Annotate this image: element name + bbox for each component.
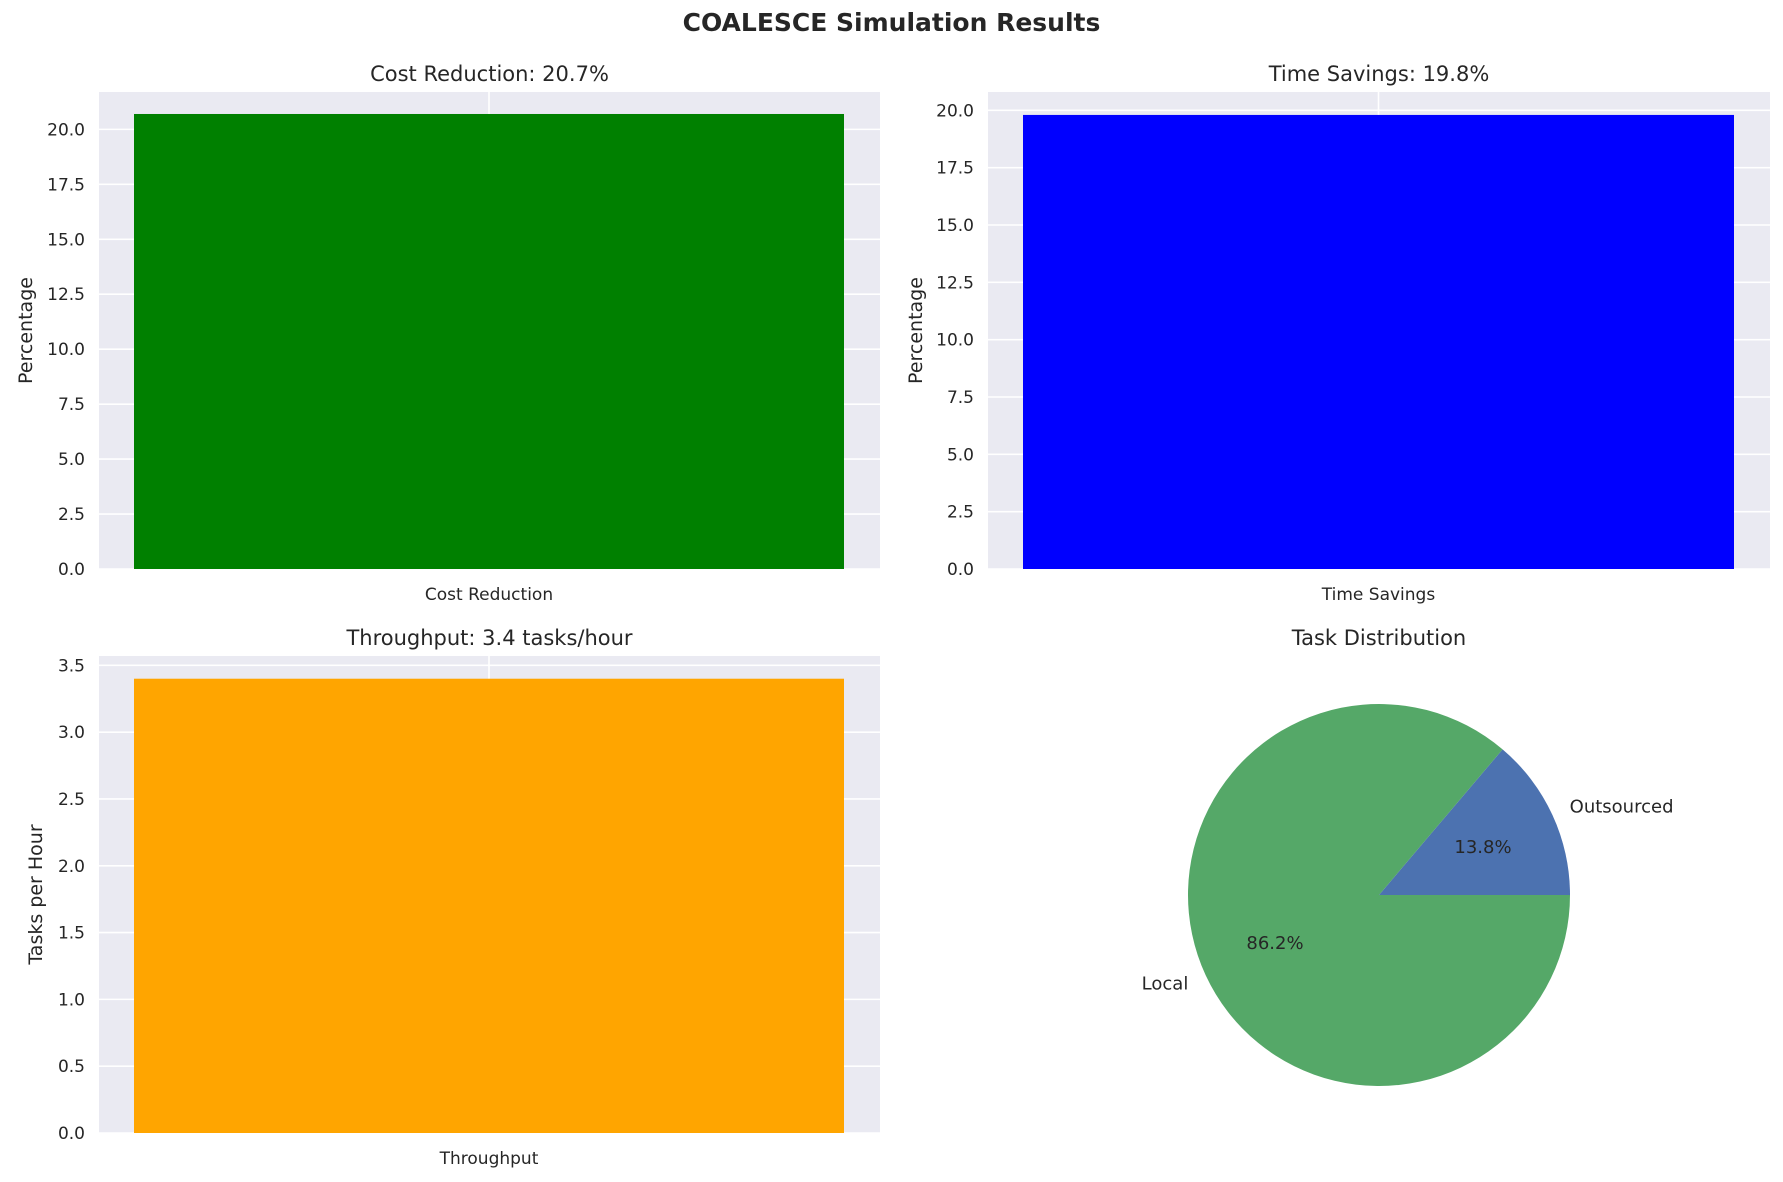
panel-3-ytick-label: 0.0 [58,1124,85,1144]
panel-2-title: Time Savings: 19.8% [1268,62,1490,86]
pie-slice-outsourced [1379,749,1570,895]
panel-2-ytick-label: 15.0 [936,216,974,236]
pie-label-outsourced: Outsourced [1570,797,1674,818]
panel-1-ylabel: Percentage [15,277,37,384]
panel-3-xtick-label: Throughput [439,1149,539,1169]
panel-3-ytick-label: 3.5 [58,656,85,676]
panel-1-xtick-label: Cost Reduction [425,585,553,605]
pie-slice-local [1188,703,1570,1086]
panel-2-ytick-label: 12.5 [936,273,974,293]
panel-3-title: Throughput: 3.4 tasks/hour [345,626,632,650]
figure-title: COALESCE Simulation Results [682,8,1101,37]
panel-3-ytick-label: 2.5 [58,790,85,810]
panel-3-ytick-label: 3.0 [58,723,85,743]
panel-3-ytick-label: 2.0 [58,857,85,877]
panel-3-bar [134,678,844,1133]
panel-1-ytick-label: 10.0 [47,340,85,360]
panel-1-title: Cost Reduction: 20.7% [370,62,609,86]
panel-3-ytick-label: 1.0 [58,990,85,1010]
panel-2-ytick-label: 0.0 [947,560,974,580]
panel-2-ylabel: Percentage [905,277,927,384]
panel-1-ytick-label: 15.0 [47,230,85,250]
panel-1-ytick-label: 20.0 [47,120,85,140]
panel-1-ytick-label: 7.5 [58,395,85,415]
panel-1-ytick-label: 0.0 [58,560,85,580]
panel-1-ytick-label: 2.5 [58,505,85,525]
panel-1-bar [134,113,844,569]
panel-2-xtick-label: Time Savings [1321,585,1436,605]
panel-2-ytick-label: 7.5 [947,388,974,408]
panel-3-ytick-label: 0.5 [58,1057,85,1077]
pie-value-label: 13.8% [1454,837,1511,858]
panel-1-ytick-label: 17.5 [47,175,85,195]
panel-2-ytick-label: 10.0 [936,331,974,351]
panel-1-ytick-label: 12.5 [47,285,85,305]
panel-2-ytick-label: 20.0 [936,101,974,121]
pie-label-local: Local [1142,973,1189,994]
panel-4-title: Task Distribution [1291,626,1467,650]
panel-2-ytick-label: 2.5 [947,503,974,523]
panel-2-ytick-label: 17.5 [936,159,974,179]
panel-3-ylabel: Tasks per Hour [25,824,47,965]
pie-value-label: 86.2% [1246,933,1303,954]
panel-1-ytick-label: 5.0 [58,450,85,470]
panel-2-bar [1023,114,1734,570]
panel-2-ytick-label: 5.0 [947,445,974,465]
panel-3-ytick-label: 1.5 [58,924,85,944]
